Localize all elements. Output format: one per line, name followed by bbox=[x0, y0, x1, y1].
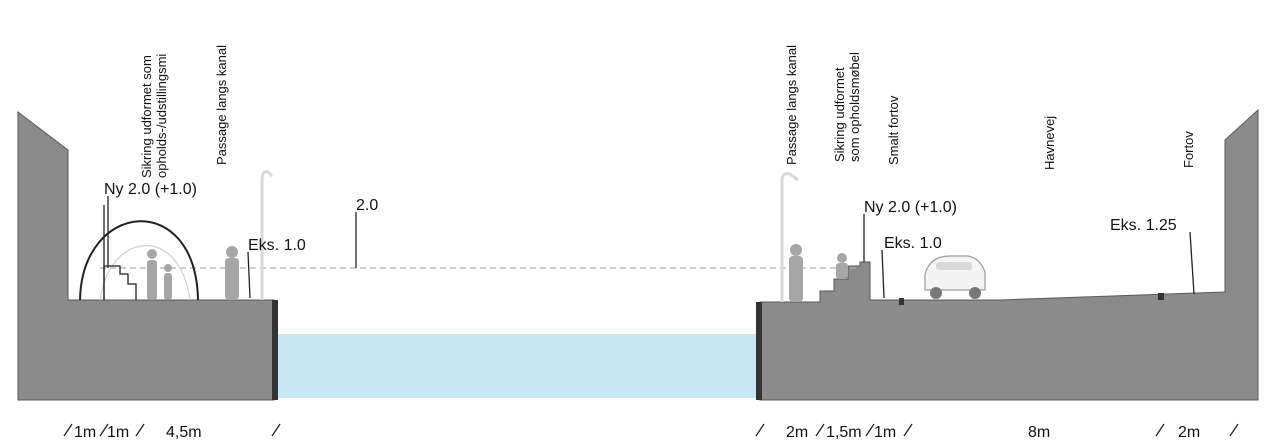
dim-right-2: 1,5m bbox=[826, 424, 862, 441]
left-quay-wall bbox=[272, 300, 278, 400]
dim-right-5: 2m bbox=[1178, 424, 1200, 441]
right-lamp-post bbox=[780, 172, 799, 302]
label-havnevej: Havnevej bbox=[1042, 116, 1057, 170]
curb-marker-1 bbox=[899, 298, 904, 305]
left-lamp-post bbox=[260, 170, 274, 300]
dim-right-1: 2m bbox=[786, 424, 808, 441]
right-quay-wall bbox=[756, 302, 762, 400]
dim-left-1: 1m bbox=[74, 424, 96, 441]
dim-right-3: 1m bbox=[874, 424, 896, 441]
right-ground bbox=[759, 108, 1259, 401]
dim-left-2: 1m bbox=[107, 424, 129, 441]
elev-right-eks: Eks. 1.0 bbox=[884, 235, 942, 252]
label-smalt-fortov: Smalt fortov bbox=[886, 95, 901, 165]
pavilion-steps bbox=[103, 265, 137, 300]
label-left-passage: Passage langs kanal bbox=[214, 45, 229, 165]
curb-marker-2 bbox=[1158, 293, 1164, 300]
leader-left-eks bbox=[247, 251, 251, 299]
label-right-sikring-1: Sikring udformet bbox=[832, 67, 847, 162]
label-right-passage: Passage langs kanal bbox=[784, 45, 799, 165]
dim-left-3: 4,5m bbox=[166, 424, 202, 441]
leader-right-eks2 bbox=[1189, 231, 1195, 295]
canal-water bbox=[278, 334, 758, 398]
car bbox=[924, 255, 986, 299]
pavilion-arch bbox=[79, 220, 199, 301]
label-right-sikring-2: som opholdsmøbel bbox=[847, 52, 862, 162]
leader-right-eks bbox=[881, 249, 885, 299]
label-fortov: Fortov bbox=[1181, 131, 1196, 168]
label-left-sikring-1: Sikring udformet som bbox=[139, 55, 154, 178]
pavilion-inner-arch bbox=[99, 245, 191, 301]
dim-right-4: 8m bbox=[1028, 424, 1050, 441]
people-left bbox=[147, 244, 848, 302]
label-left-sikring-2: opholds-/udstillingsmi bbox=[154, 54, 169, 178]
elev-left-eks: Eks. 1.0 bbox=[248, 237, 306, 254]
elev-right-eks2: Eks. 1.25 bbox=[1110, 217, 1177, 234]
dimension-ticks bbox=[63, 423, 1239, 437]
elev-right-ny: Ny 2.0 (+1.0) bbox=[864, 199, 957, 216]
elev-water: 2.0 bbox=[356, 197, 378, 214]
elev-left-ny: Ny 2.0 (+1.0) bbox=[104, 181, 197, 198]
